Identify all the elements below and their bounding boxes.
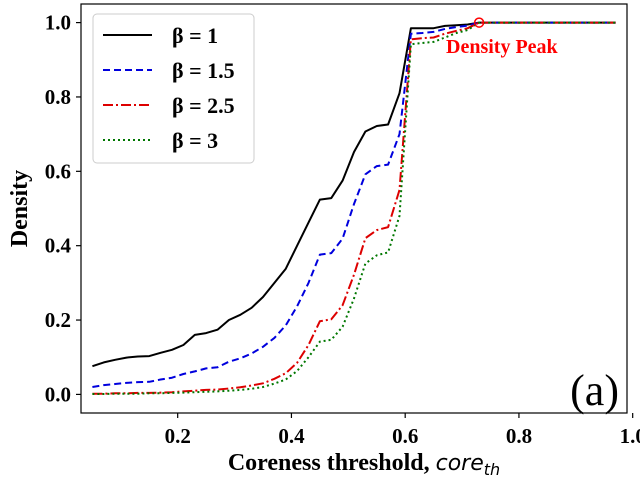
legend-box	[92, 13, 255, 164]
x-axis-label-main: Coreness threshold,	[228, 450, 436, 476]
y-axis-label: Density	[7, 170, 33, 247]
x-tick-label: 1.0	[620, 424, 640, 448]
y-tick-label: 0.6	[45, 159, 71, 183]
density-peak-annotation: Density Peak	[446, 36, 559, 58]
plot-frame	[80, 3, 628, 414]
legend-label-3: β = 2.5	[172, 93, 235, 118]
panel-label: (a)	[570, 366, 619, 415]
density-peak-marker	[473, 17, 485, 28]
legend-label-4: β = 3	[172, 128, 218, 153]
y-tick-label: 0.2	[45, 308, 71, 332]
legend: β = 1 β = 1.5 β = 2.5 β = 3	[92, 13, 255, 164]
x-axis-label-subscript: th	[484, 460, 500, 479]
x-tick-label: 0.6	[392, 424, 418, 448]
axis-layer: 0.2 0.4 0.6 0.8 1.0 0.0 0.2 0.4 0.6 0.8 1.0	[45, 11, 640, 448]
y-tick-label: 0.0	[45, 382, 71, 406]
x-tick-label: 0.4	[278, 424, 305, 448]
legend-label-1: β = 1	[172, 23, 218, 48]
series-layer	[92, 21, 616, 395]
series-line-4	[92, 21, 616, 395]
x-tick-label: 0.8	[506, 424, 532, 448]
x-axis-label-italic: core	[436, 451, 484, 476]
y-tick-label: 0.4	[45, 234, 72, 258]
x-tick-label: 0.2	[165, 424, 191, 448]
legend-label-2: β = 1.5	[172, 58, 235, 83]
x-axis-label: Coreness threshold, coreth	[228, 450, 500, 479]
y-tick-label: 0.8	[45, 85, 71, 109]
y-tick-label: 1.0	[45, 11, 71, 35]
